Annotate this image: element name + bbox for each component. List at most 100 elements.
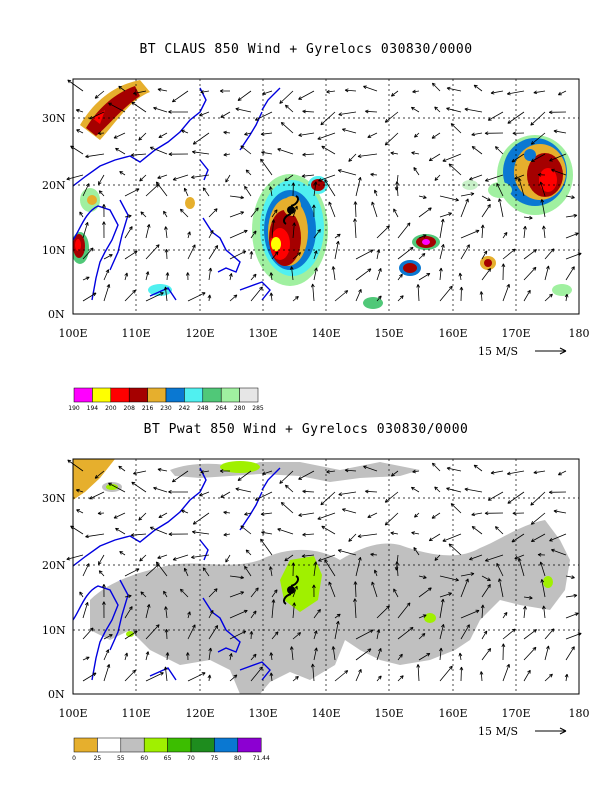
bottom-wind-vector-245 bbox=[187, 672, 206, 682]
top-lon-label-150e: 150E bbox=[374, 327, 403, 340]
bottom-coastlines bbox=[73, 467, 281, 681]
bottom-wind-vector-85 bbox=[348, 533, 357, 542]
bottom-wind-vector-13 bbox=[344, 468, 357, 473]
bottom-wind-vector-131 bbox=[313, 561, 318, 577]
bottom-wind-vector-130 bbox=[291, 562, 296, 577]
top-wind-vector-52 bbox=[158, 132, 168, 138]
top-wind-vector-175 bbox=[229, 229, 248, 239]
top-wind-vector-13 bbox=[344, 88, 357, 93]
bottom-wind-vector-35 bbox=[302, 489, 315, 494]
top-wind-vector-181 bbox=[353, 218, 357, 239]
top-wind-vector-196 bbox=[164, 249, 169, 260]
top-wind-vector-127 bbox=[229, 195, 245, 200]
top-colorbar-label-5: 230 bbox=[160, 405, 172, 412]
top-wind-vector-5 bbox=[171, 90, 189, 103]
bottom-wind-vector-241 bbox=[103, 664, 111, 682]
bottom-wind-vector-138 bbox=[460, 572, 475, 577]
top-wind-vector-108 bbox=[318, 174, 336, 182]
top-wind-vector-148 bbox=[163, 210, 168, 218]
bottom-colorbar-label-3: 60 bbox=[140, 755, 148, 762]
top-colorbar-label-2: 200 bbox=[105, 405, 117, 412]
bottom-wind-vector-113 bbox=[434, 554, 441, 561]
bottom-wind-vector-204 bbox=[334, 620, 340, 640]
top-wind-vector-110 bbox=[370, 172, 378, 177]
top-wind-vector-241 bbox=[103, 284, 111, 302]
top-wind-vector-101 bbox=[172, 174, 189, 181]
top-map-panel: 30N 20N 10N 0N 100E 110E 120E 130E 140E … bbox=[42, 78, 590, 412]
top-wind-vector-239 bbox=[565, 266, 575, 281]
bottom-wind-vector-148 bbox=[163, 590, 168, 598]
bottom-wind-vector-160 bbox=[418, 587, 432, 598]
bottom-wind-vector-227 bbox=[313, 647, 318, 661]
bottom-wind-vector-244 bbox=[163, 666, 168, 682]
bottom-wind-vector-78 bbox=[191, 530, 210, 535]
top-wind-vector-164 bbox=[498, 198, 504, 218]
top-reference-vector-arrow bbox=[535, 347, 567, 355]
bottom-wind-vector-16 bbox=[412, 469, 420, 474]
top-wind-vector-133 bbox=[355, 176, 362, 197]
top-wind-vector-48 bbox=[76, 129, 84, 134]
bottom-wind-vector-125 bbox=[183, 567, 189, 577]
bottom-wind-vector-67 bbox=[471, 512, 483, 517]
bottom-wind-vector-177 bbox=[271, 599, 276, 619]
bottom-colorbar-swatch-1 bbox=[97, 737, 122, 753]
top-wind-vector-134 bbox=[374, 189, 378, 197]
bottom-lon-label-170e: 170E bbox=[501, 707, 530, 720]
bottom-wind-vector-17 bbox=[431, 462, 441, 472]
bottom-wind-vector-220 bbox=[165, 652, 170, 661]
bottom-colorbar-label-7: 80 bbox=[234, 755, 242, 762]
bottom-wind-vector-224 bbox=[250, 653, 257, 661]
bottom-wind-vector-162 bbox=[460, 578, 469, 598]
bottom-wind-vector-25 bbox=[89, 491, 105, 500]
top-colorbar-label-8: 264 bbox=[215, 405, 227, 412]
bottom-wind-vector-109 bbox=[337, 549, 357, 556]
top-wind-vector-232 bbox=[418, 273, 431, 281]
bottom-wind-vector-24 bbox=[75, 488, 84, 493]
bottom-wind-vector-95 bbox=[549, 533, 567, 542]
bottom-wind-vector-190 bbox=[542, 605, 546, 619]
top-wind-vector-112 bbox=[413, 167, 420, 176]
bottom-wind-vector-168 bbox=[82, 602, 89, 619]
bottom-colorbar-swatch-0 bbox=[73, 737, 98, 753]
bottom-colorbar-swatch-4 bbox=[167, 737, 192, 753]
bottom-wind-vector-81 bbox=[261, 530, 273, 535]
top-wind-vector-192 bbox=[82, 247, 94, 260]
bottom-wind-vector-239 bbox=[565, 646, 575, 661]
bottom-wind-vector-246 bbox=[207, 674, 212, 682]
top-wind-vector-174 bbox=[208, 229, 214, 239]
top-wind-vector-35 bbox=[302, 109, 315, 114]
bottom-lat-label-10n: 10N bbox=[42, 624, 66, 637]
bottom-wind-vector-86 bbox=[357, 533, 378, 538]
top-wind-vector-209 bbox=[439, 244, 445, 260]
top-wind-vector-216 bbox=[82, 276, 90, 281]
bottom-wind-vector-44 bbox=[487, 491, 504, 501]
top-wind-vector-198 bbox=[208, 245, 219, 260]
top-lat-label-20n: 20N bbox=[42, 179, 66, 192]
bottom-wind-vector-235 bbox=[481, 648, 492, 661]
bottom-wind-vector-203 bbox=[313, 630, 318, 640]
top-wind-vector-135 bbox=[395, 181, 399, 197]
top-lat-label-0n: 0N bbox=[48, 308, 65, 321]
top-wind-vector-70 bbox=[530, 132, 546, 145]
top-wind-vector-8 bbox=[237, 90, 252, 101]
top-colorbar: 190 194 200 208 216 230 242 248 264 280 285 bbox=[68, 387, 264, 412]
top-wind-vector-132 bbox=[324, 179, 336, 197]
top-wind-vector-252 bbox=[334, 290, 349, 302]
top-wind-vector-169 bbox=[102, 221, 106, 239]
top-wind-vector-59 bbox=[298, 132, 315, 137]
bottom-wind-vector-26 bbox=[108, 482, 126, 493]
bottom-wind-vector-60 bbox=[317, 512, 336, 520]
bottom-wind-vector-188 bbox=[502, 611, 508, 619]
bottom-typhoon-symbol bbox=[282, 575, 300, 605]
top-wind-vector-202 bbox=[292, 252, 302, 260]
top-wind-vector-47 bbox=[548, 110, 567, 115]
bottom-colorbar-swatch-6 bbox=[214, 737, 239, 753]
top-wind-vector-49 bbox=[97, 131, 105, 136]
bottom-wind-vector-161 bbox=[439, 592, 452, 598]
bottom-wind-vector-30 bbox=[199, 491, 210, 497]
top-wind-vector-257 bbox=[439, 285, 453, 302]
top-wind-vector-105 bbox=[260, 158, 273, 176]
top-wind-vector-81 bbox=[261, 150, 273, 155]
top-wind-vector-163 bbox=[481, 204, 491, 218]
bottom-wind-vector-243 bbox=[145, 672, 164, 682]
